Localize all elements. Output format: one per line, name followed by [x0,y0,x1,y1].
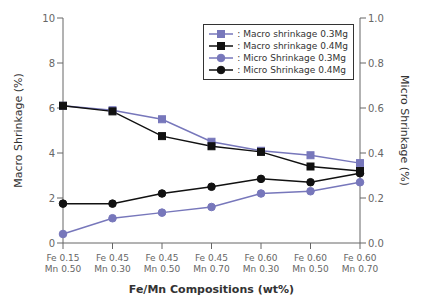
svg-text:0.6: 0.6 [368,103,384,114]
html-text:: Macro shrinkage 0.3Mg: : Macro shrinkage 0.3Mg [237,29,348,39]
svg-text:0.4: 0.4 [368,148,384,159]
svg-text:6: 6 [49,103,55,114]
svg-text:10: 10 [42,13,55,24]
svg-text:Fe 0.60Mn 0.50: Fe 0.60Mn 0.50 [292,253,329,274]
svg-text:Fe 0.45Mn 0.70: Fe 0.45Mn 0.70 [193,253,230,274]
html-text:: Micro Shrinkage 0.4Mg: : Micro Shrinkage 0.4Mg [237,65,346,75]
html-text:: Micro Shrinkage 0.3Mg: : Micro Shrinkage 0.3Mg [237,53,346,63]
svg-text:Fe 0.45Mn 0.30: Fe 0.45Mn 0.30 [94,253,131,274]
html-text:: Macro shrinkage 0.4Mg: : Macro shrinkage 0.4Mg [237,41,348,51]
svg-text:Fe 0.60Mn 0.70: Fe 0.60Mn 0.70 [342,253,379,274]
svg-text:0.8: 0.8 [368,58,384,69]
svg-text:Fe 0.60Mn 0.30: Fe 0.60Mn 0.30 [243,253,280,274]
svg-text:8: 8 [49,58,55,69]
svg-text:0.0: 0.0 [368,238,384,249]
svg-text:Fe 0.45Mn 0.50: Fe 0.45Mn 0.50 [144,253,181,274]
svg-text:1.0: 1.0 [368,13,384,24]
svg-text:0.2: 0.2 [368,193,384,204]
svg-text:0: 0 [49,238,55,249]
svg-text:Fe/Mn Compositions (wt%): Fe/Mn Compositions (wt%) [129,283,294,296]
svg-text:Macro Shrinkage (%): Macro Shrinkage (%) [12,73,25,188]
svg-text:2: 2 [49,193,55,204]
svg-text:4: 4 [49,148,55,159]
svg-text:Fe 0.15Mn 0.50: Fe 0.15Mn 0.50 [45,253,82,274]
svg-text:Micro Shrinkage (%): Micro Shrinkage (%) [398,75,411,186]
